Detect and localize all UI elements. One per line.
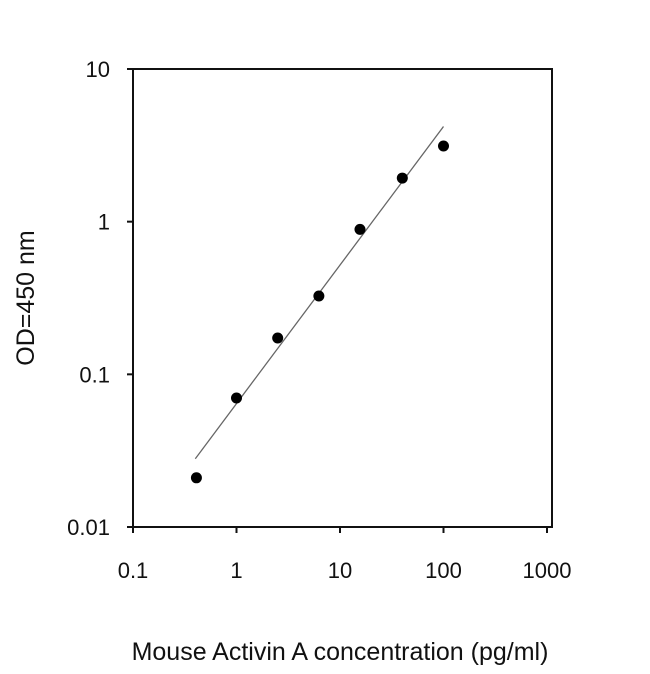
x-axis-title: Mouse Activin A concentration (pg/ml) bbox=[132, 638, 549, 666]
data-points bbox=[190, 140, 449, 484]
x-tick-label: 0.1 bbox=[118, 558, 149, 583]
data-point bbox=[190, 472, 202, 484]
y-axis-tick-labels: 10 1 0.1 0.01 bbox=[67, 57, 110, 540]
y-axis-title: OD=450 nm bbox=[12, 230, 40, 366]
x-tick-label: 10 bbox=[328, 558, 352, 583]
plot-frame bbox=[132, 68, 553, 528]
data-point bbox=[231, 392, 242, 404]
data-point bbox=[396, 172, 408, 184]
data-point bbox=[313, 290, 325, 302]
y-tick-label: 0.01 bbox=[67, 515, 110, 540]
data-point bbox=[354, 223, 366, 235]
x-tick-label: 1 bbox=[230, 558, 242, 583]
x-tick-label: 100 bbox=[425, 558, 462, 583]
x-axis-tick-labels: 0.1 1 10 100 1000 bbox=[118, 558, 572, 583]
x-axis-ticks bbox=[132, 527, 548, 533]
data-point bbox=[272, 332, 284, 344]
x-tick-label: 1000 bbox=[523, 558, 572, 583]
y-tick-label: 10 bbox=[86, 57, 110, 82]
y-tick-label: 1 bbox=[98, 210, 110, 235]
y-tick-label: 0.1 bbox=[79, 362, 110, 387]
y-axis-ticks bbox=[127, 68, 133, 528]
data-point bbox=[438, 140, 449, 152]
